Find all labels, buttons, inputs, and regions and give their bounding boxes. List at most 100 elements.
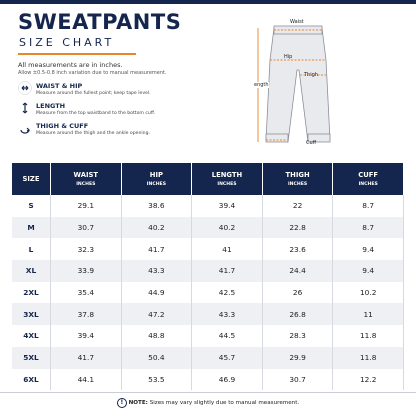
column-label: HIP — [149, 171, 163, 179]
column-unit: INCHES — [217, 182, 237, 187]
table-cell: 44.1 — [50, 368, 122, 391]
column-header: HIP INCHES — [121, 163, 193, 195]
table-cell: 5XL — [12, 346, 51, 369]
table-cell: 2XL — [12, 281, 51, 304]
table-cell: 29.9 — [262, 346, 334, 369]
diagram-label: Thigh — [304, 72, 318, 78]
column-header: SIZE — [12, 163, 51, 195]
table-cell: 40.2 — [121, 216, 193, 239]
table-cell: 4XL — [12, 325, 51, 347]
top-bar — [0, 0, 416, 4]
table-cell: 12.2 — [332, 368, 404, 391]
table-cell: 47.2 — [121, 303, 193, 326]
table-cell: 35.4 — [50, 281, 122, 304]
variation: Allow ±0.5-0.8 inch variation due to man… — [18, 70, 167, 76]
underline — [18, 53, 136, 55]
table-cell: 44.5 — [191, 325, 263, 347]
graphics — [18, 25, 331, 143]
table-cell: M — [12, 216, 51, 239]
table-cell: L — [12, 238, 51, 261]
table-cell: 22.8 — [262, 216, 334, 239]
table-cell: 38.6 — [121, 195, 193, 217]
diagram-label: Hip — [284, 54, 293, 60]
guide-heading: WAIST & HIP — [36, 82, 83, 90]
column-unit: INCHES — [146, 182, 166, 187]
table-cell: 11 — [332, 303, 404, 326]
footer-prefix: NOTE: — [128, 400, 148, 406]
table-cell: 30.7 — [50, 216, 122, 239]
table-cell: 22 — [262, 195, 334, 217]
table-cell: 26.8 — [262, 303, 334, 326]
table-cell: 8.7 — [332, 216, 404, 239]
table-cell: 28.3 — [262, 325, 334, 347]
table-cell: 26 — [262, 281, 334, 304]
table-cell: 30.7 — [262, 368, 334, 391]
size-table: SIZE WAIST INCHES HIP INCHES LENGTH INCHES THIG… — [12, 163, 404, 391]
table-cell: 41 — [191, 238, 263, 261]
table-row: 4XL 39.4 48.8 44.5 28.3 11.8 — [12, 325, 404, 347]
guide-text: Measure around the fullest point; keep t… — [36, 91, 151, 96]
guide-heading: LENGTH — [36, 102, 66, 110]
table-cell: 41.7 — [121, 238, 193, 261]
table-cell: XL — [12, 260, 51, 282]
guide-text: Measure around the thigh and the ankle o… — [36, 131, 150, 136]
guide-text: Measure from the top waistband to the bo… — [36, 111, 156, 116]
table-cell: 23.6 — [262, 238, 334, 261]
table-cell: 33.9 — [50, 260, 122, 282]
table-cell: 11.8 — [332, 346, 404, 369]
table-cell: 11.8 — [332, 325, 404, 347]
column-label: CUFF — [358, 171, 379, 179]
table-cell: 6XL — [12, 368, 51, 391]
table-cell: 44.9 — [121, 281, 193, 304]
table-row: L 32.3 41.7 41 23.6 9.4 — [12, 238, 404, 261]
column-label: SIZE — [22, 175, 40, 183]
column-unit: INCHES — [358, 182, 378, 187]
table-cell: 3XL — [12, 303, 51, 326]
table-cell: 41.7 — [50, 346, 122, 369]
subtitle: SIZE CHART — [19, 36, 115, 49]
table-row: S 29.1 38.6 39.4 22 8.7 — [12, 195, 404, 217]
guide-heading: THIGH & CUFF — [36, 122, 89, 130]
table-cell: 48.8 — [121, 325, 193, 347]
table-cell: 29.1 — [50, 195, 122, 217]
diagram-label: Waist — [290, 19, 304, 25]
diagram-label: Cuff — [306, 140, 317, 146]
table-cell: 43.3 — [121, 260, 193, 282]
title: SWEATPANTS — [18, 10, 182, 34]
table-row: 2XL 35.4 44.9 42.5 26 10.2 — [12, 281, 404, 304]
column-unit: INCHES — [76, 182, 96, 187]
table-cell: 46.9 — [191, 368, 263, 391]
table-cell: 24.4 — [262, 260, 334, 282]
table-cell: 8.7 — [332, 195, 404, 217]
column-unit: INCHES — [287, 182, 308, 187]
column-header: WAIST INCHES — [50, 163, 122, 195]
diagram-label: ength — [254, 82, 269, 88]
column-label: WAIST — [73, 171, 99, 179]
table-cell: 10.2 — [332, 281, 404, 304]
table-cell: 41.7 — [191, 260, 263, 282]
table-cell: 9.4 — [332, 260, 404, 282]
footer-text: Sizes may vary slightly due to manual me… — [149, 400, 300, 406]
footer: ! NOTE: Sizes may vary slightly due to m… — [0, 398, 416, 408]
table-row: 5XL 41.7 50.4 45.7 29.9 11.8 — [12, 346, 404, 369]
column-header: CUFF INCHES — [332, 163, 404, 195]
table-cell: 39.4 — [191, 195, 263, 217]
table-cell: 50.4 — [121, 346, 193, 369]
table-row: 3XL 37.8 47.2 43.3 26.8 11 — [12, 303, 404, 326]
table-row: M 30.7 40.2 40.2 22.8 8.7 — [12, 216, 404, 239]
column-label: LENGTH — [211, 171, 243, 179]
table-cell: 45.7 — [191, 346, 263, 369]
table-cell: S — [12, 195, 51, 217]
note: All measurements are in inches. — [18, 61, 123, 69]
table-cell: 40.2 — [191, 216, 263, 239]
table-cell: 37.8 — [50, 303, 122, 326]
table-cell: 39.4 — [50, 325, 122, 347]
table-cell: 32.3 — [50, 238, 122, 261]
table-cell: 53.5 — [121, 368, 193, 391]
table-row: XL 33.9 43.3 41.7 24.4 9.4 — [12, 260, 404, 282]
table-cell: 42.5 — [191, 281, 263, 304]
table-cell: 43.3 — [191, 303, 263, 326]
table-row: 6XL 44.1 53.5 46.9 30.7 12.2 — [12, 368, 404, 391]
column-label: THIGH — [285, 171, 310, 179]
